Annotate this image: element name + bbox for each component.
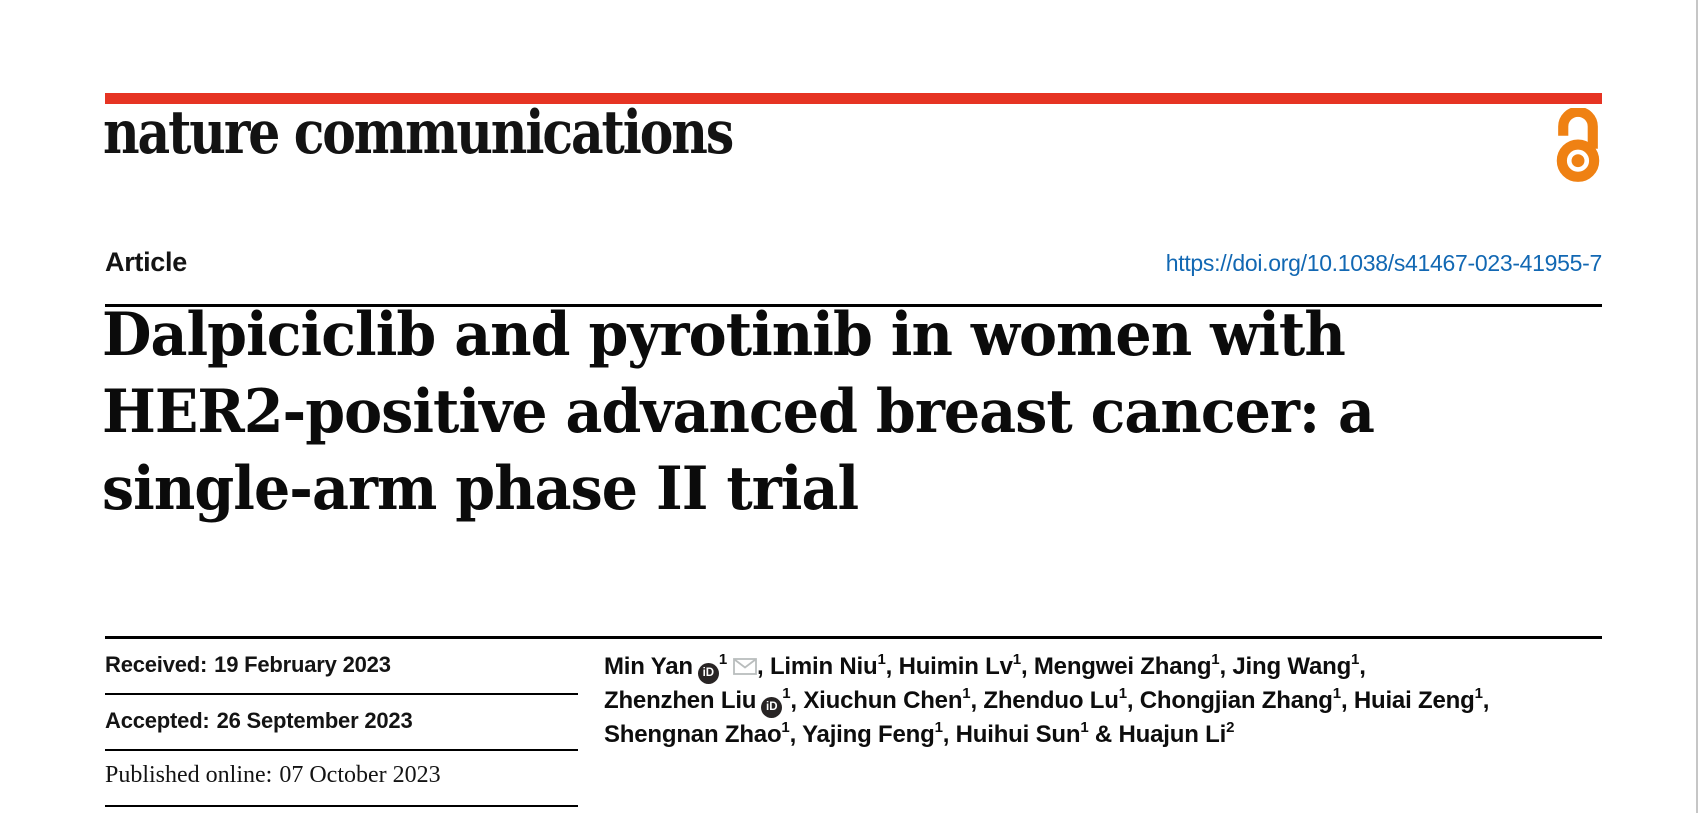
author-line: Zhenzhen Liu iD1, Xiuchun Chen1, Zhenduo … bbox=[604, 684, 1524, 718]
article-title-line: single-arm phase II trial bbox=[102, 454, 859, 524]
published-date-row: Published online: 07 October 2023 bbox=[105, 762, 578, 789]
author-affiliation-superscript: 1 bbox=[1080, 719, 1089, 736]
article-meta-row: Article https://doi.org/10.1038/s41467-0… bbox=[105, 247, 1602, 278]
author-affiliation-superscript: 1 bbox=[781, 719, 790, 736]
author-name: Huiai Zeng bbox=[1353, 687, 1475, 714]
author-name: Xiuchun Chen bbox=[803, 687, 963, 714]
divider-above-columns bbox=[105, 636, 1602, 639]
author-name: Zhenzhen Liu bbox=[604, 687, 757, 714]
author-affiliation-superscript: 1 bbox=[718, 651, 728, 668]
author-name: Zhenduo Lu bbox=[983, 687, 1119, 714]
author-name: Huihui Sun bbox=[955, 721, 1081, 748]
author-affiliation-superscript: 1 bbox=[1211, 651, 1220, 668]
author-name: Yajing Feng bbox=[802, 721, 935, 748]
author-affiliation-superscript: 1 bbox=[1332, 685, 1341, 702]
accepted-date-row: Accepted: 26 September 2023 bbox=[105, 708, 578, 734]
author-affiliation-superscript: 1 bbox=[962, 685, 971, 702]
page-edge-line bbox=[1696, 0, 1698, 813]
author-affiliation-superscript: 1 bbox=[1474, 685, 1483, 702]
received-date-row: Received: 19 February 2023 bbox=[105, 652, 578, 678]
author-name: Huajun Li bbox=[1118, 721, 1227, 748]
author-name: Huimin Lv bbox=[898, 653, 1013, 680]
accepted-value: 26 September 2023 bbox=[216, 708, 413, 733]
divider-dates-3 bbox=[105, 805, 578, 807]
author-lines: Min Yan iD1, Limin Niu1, Huimin Lv1, Meng… bbox=[604, 650, 1524, 752]
received-label: Received: bbox=[105, 652, 208, 677]
author-name: Min Yan bbox=[604, 653, 693, 680]
author-affiliation-superscript: 1 bbox=[934, 719, 943, 736]
journal-wordmark: nature communications bbox=[103, 98, 734, 168]
received-value: 19 February 2023 bbox=[214, 652, 391, 677]
author-line: Shengnan Zhao1, Yajing Feng1, Huihui Sun… bbox=[604, 719, 1235, 748]
author-name: Jing Wang bbox=[1232, 653, 1352, 680]
author-affiliation-superscript: 1 bbox=[877, 651, 886, 668]
orcid-icon[interactable]: iD bbox=[761, 696, 783, 718]
accepted-label: Accepted: bbox=[105, 708, 210, 733]
author-name: Mengwei Zhang bbox=[1033, 653, 1212, 680]
author-name: Chongjian Zhang bbox=[1139, 687, 1333, 714]
author-name: Limin Niu bbox=[769, 653, 878, 680]
doi-link[interactable]: https://doi.org/10.1038/s41467-023-41955… bbox=[1165, 250, 1603, 276]
article-type-label: Article bbox=[105, 247, 187, 277]
divider-dates-1 bbox=[105, 693, 578, 695]
email-icon[interactable] bbox=[733, 658, 757, 675]
author-affiliation-superscript: 1 bbox=[1351, 651, 1360, 668]
published-label: Published online: bbox=[105, 762, 273, 788]
article-title-line: Dalpiciclib and pyrotinib in women with bbox=[102, 300, 1346, 370]
orcid-icon[interactable]: iD bbox=[697, 662, 719, 684]
journal-brand-bar bbox=[105, 93, 1602, 104]
published-value: 07 October 2023 bbox=[279, 762, 441, 788]
open-access-icon bbox=[1556, 108, 1600, 182]
author-affiliation-superscript: 1 bbox=[1118, 685, 1127, 702]
divider-dates-2 bbox=[105, 749, 578, 751]
article-title-line: HER2-positive advanced breast cancer: a bbox=[102, 377, 1375, 447]
article-title: Dalpiciclib and pyrotinib in women with … bbox=[102, 297, 1489, 528]
author-name: Shengnan Zhao bbox=[604, 721, 782, 748]
author-affiliation-superscript: 2 bbox=[1226, 719, 1235, 736]
author-line: Min Yan iD1, Limin Niu1, Huimin Lv1, Meng… bbox=[604, 650, 1524, 684]
author-affiliation-superscript: 1 bbox=[782, 685, 791, 702]
author-affiliation-superscript: 1 bbox=[1012, 651, 1021, 668]
divider-above-title bbox=[105, 304, 1602, 307]
